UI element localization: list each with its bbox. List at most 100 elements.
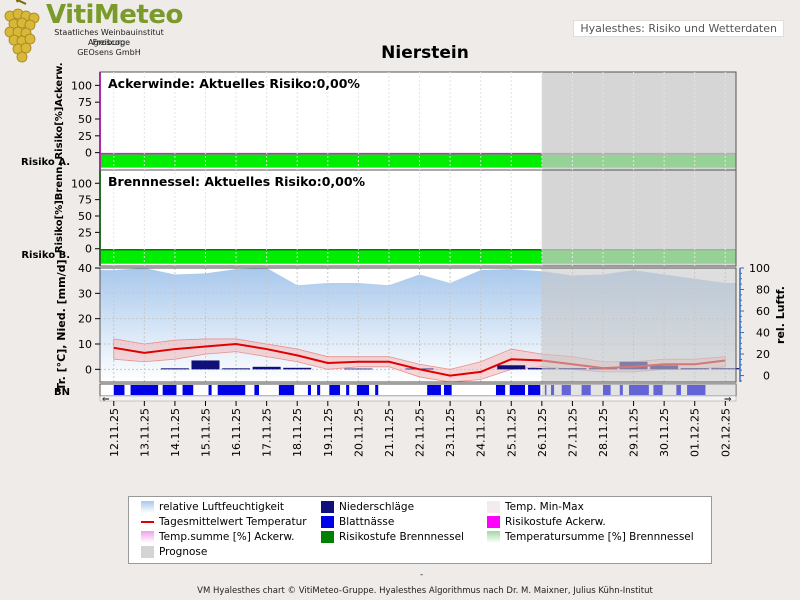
- legend-item: Risikostufe Ackerw.: [487, 516, 606, 528]
- leaf-wetness-segment: [356, 385, 370, 395]
- scroll-left-arrow-icon: ⇐: [102, 395, 110, 405]
- leaf-wetness-segment: [130, 385, 159, 395]
- legend-item: Blattnässe: [321, 516, 394, 528]
- y-tick-label: 75: [78, 96, 92, 109]
- y-tick-label: 25: [78, 130, 92, 143]
- y-tick-label: 50: [78, 113, 92, 126]
- footer-credit: VM Hyalesthes chart © VitiMeteo-Gruppe. …: [197, 586, 653, 596]
- x-tick-label: 30.11.25: [658, 408, 671, 457]
- leaf-wetness-segment: [495, 385, 506, 395]
- temp-minmax-swatch: [487, 501, 500, 513]
- y-tick-label: 20: [78, 313, 92, 326]
- legend: relative Luftfeuchtigkeit Niederschläge Te…: [128, 496, 712, 564]
- risk-y-axis-label: Risiko[%]Ackerw.: [54, 62, 65, 159]
- legend-item: Temperatursumme [%] Brennnessel: [487, 531, 694, 543]
- leaf-wetness-segment: [528, 385, 541, 395]
- logo-subtitle-line: Staatliches Weinbauinstitut Freiburg: [54, 28, 164, 47]
- risk-side-label: Risiko B.: [21, 250, 70, 261]
- y-tick-label: 0: [85, 363, 92, 376]
- leaf-wetness-segment: [113, 385, 125, 395]
- leaf-wetness-segment: [208, 385, 212, 395]
- x-tick-label: 16.11.25: [230, 408, 243, 457]
- y-tick-label: 40: [78, 262, 92, 275]
- y-tick-label-right: 20: [756, 348, 770, 361]
- leaf-wetness-segment: [182, 385, 194, 395]
- prognose-overlay: [541, 384, 736, 396]
- legend-item: Temp.summe [%] Ackerw.: [141, 531, 294, 543]
- precip-bar: [160, 368, 189, 370]
- legend-item: Temp. Min-Max: [487, 501, 584, 513]
- x-tick-label: 25.11.25: [505, 408, 518, 457]
- tempsum-ackerwinde-swatch: [141, 531, 154, 543]
- legend-item: Niederschläge: [321, 501, 414, 513]
- y-tick-label-right: 80: [756, 284, 770, 297]
- logo-subtitle-line: GEOsens GmbH: [77, 48, 141, 57]
- risk-ackerwinde-swatch: [487, 516, 500, 528]
- risk-panel-title: Ackerwinde: Aktuelles Risiko:0,00%: [108, 76, 360, 91]
- leaf-wetness-segment: [427, 385, 441, 395]
- legend-item: Prognose: [141, 546, 207, 558]
- leaf-wetness-segment: [346, 385, 350, 395]
- top-link[interactable]: Hyalesthes: Risiko und Wetterdaten: [573, 20, 784, 37]
- grape-logo-icon: [4, 0, 40, 63]
- x-tick-label: 01.12.25: [689, 408, 702, 457]
- leaf-wetness-segment: [509, 385, 526, 395]
- precip-bar: [497, 365, 526, 370]
- grape-berry-icon: [20, 42, 32, 54]
- precip-bar: [222, 368, 251, 370]
- x-tick-label: 27.11.25: [566, 408, 579, 457]
- leaf-wetness-segment: [254, 385, 259, 395]
- y-tick-label: 30: [78, 287, 92, 300]
- y-tick-label: 10: [78, 338, 92, 351]
- leaf-wetness-segment: [217, 385, 246, 395]
- y-tick-label: 50: [78, 210, 92, 223]
- y-tick-label: 75: [78, 194, 92, 207]
- meteo-y-axis-label-left: Tr. [°C], Nied. [mm/d]: [55, 260, 68, 391]
- x-tick-label: 24.11.25: [475, 408, 488, 457]
- logo-title[interactable]: VitiMeteo: [46, 0, 183, 30]
- x-tick-label: 13.11.25: [138, 408, 151, 457]
- legend-label: Risikostufe Ackerw.: [505, 516, 606, 528]
- chart-title: Nierstein: [381, 43, 469, 63]
- grape-berry-icon: [24, 33, 36, 45]
- risk-panel-title: Brennnessel: Aktuelles Risiko:0,00%: [108, 174, 366, 189]
- legend-label: Risikostufe Brennnessel: [339, 531, 464, 543]
- risk-y-axis-label: Risiko[%]Brenn.: [54, 163, 65, 253]
- legend-label: Niederschläge: [339, 501, 415, 513]
- x-tick-label: 15.11.25: [199, 408, 212, 457]
- risk-panel-border: [99, 169, 737, 267]
- x-tick-label: 17.11.25: [261, 408, 274, 457]
- grape-berry-icon: [16, 51, 28, 63]
- timeline-scroll-strip: [99, 395, 737, 402]
- prognose-overlay: [541, 72, 736, 170]
- legend-item: relative Luftfeuchtigkeit: [141, 501, 284, 513]
- legend-label: Temp.summe [%] Ackerw.: [159, 531, 295, 543]
- tempsum-brennnessel-swatch: [487, 531, 500, 543]
- legend-label: Blattnässe: [339, 516, 395, 528]
- y-tick-label-right: 0: [763, 370, 770, 383]
- x-tick-label: 14.11.25: [169, 408, 182, 457]
- precip-bar: [191, 360, 220, 370]
- scroll-right-arrow-icon: ⇒: [724, 395, 732, 405]
- legend-item: Risikostufe Brennnessel: [321, 531, 464, 543]
- legend-label: relative Luftfeuchtigkeit: [159, 501, 285, 513]
- x-tick-label: 18.11.25: [291, 408, 304, 457]
- leaf-wetness-side-label: BN: [54, 387, 70, 398]
- y-tick-label-right: 100: [749, 262, 770, 275]
- x-tick-label: 29.11.25: [628, 408, 641, 457]
- leaf-wetness-segment: [375, 385, 379, 395]
- leaf-wetness-segment: [443, 385, 452, 395]
- y-tick-label: 0: [85, 147, 92, 160]
- precip-swatch: [321, 501, 334, 513]
- precip-bar: [252, 366, 281, 370]
- meteo-panel-border: [99, 267, 737, 383]
- legend-label: Tagesmittelwert Temperatur: [159, 516, 307, 528]
- x-tick-label: 28.11.25: [597, 408, 610, 457]
- x-tick-label: 22.11.25: [414, 408, 427, 457]
- leaf-wetness-segment: [329, 385, 341, 395]
- legend-label: Temperatursumme [%] Brennnessel: [505, 531, 694, 543]
- wetness-swatch: [321, 516, 334, 528]
- prognose-overlay: [541, 170, 736, 266]
- risk-side-label: Risiko A.: [21, 157, 70, 168]
- y-tick-label: 100: [71, 177, 92, 190]
